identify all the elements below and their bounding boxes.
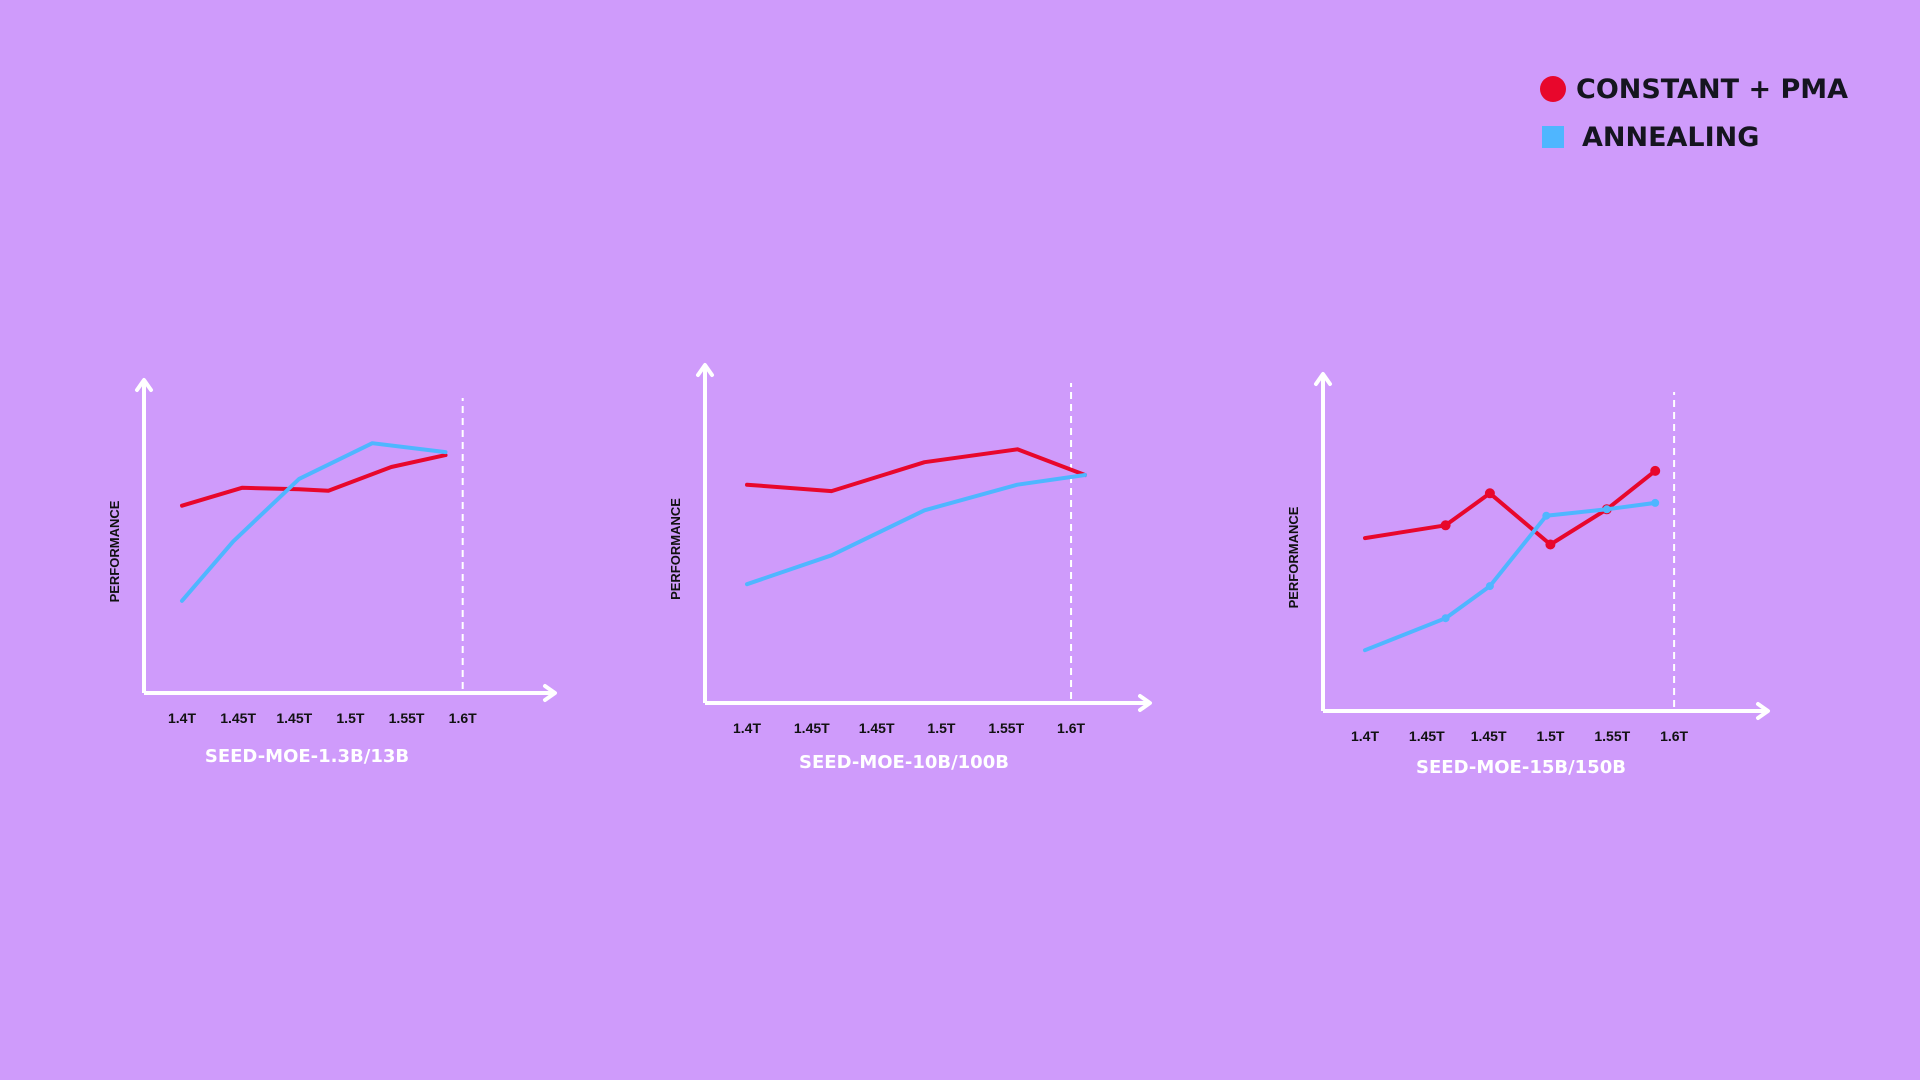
x-tick-label: 1.4T <box>168 710 196 726</box>
data-point <box>1651 498 1660 507</box>
series-line <box>1363 468 1658 547</box>
data-point <box>1484 488 1495 499</box>
chart-legend: CONSTANT + PMA ANNEALING <box>1540 70 1848 166</box>
series-constant-pma <box>745 447 1087 494</box>
x-tick-label: 1.6T <box>1057 720 1085 736</box>
series-constant-pma <box>180 453 448 508</box>
chart-panel-2: 1.4T 1.45T 1.45T 1.5T 1.55T 1.6T PERFORMANCE SE… <box>668 363 1152 773</box>
x-tick-label: 1.45T <box>859 720 895 736</box>
x-tick-label: 1.5T <box>927 720 955 736</box>
chart-panel-1: 1.4T 1.45T 1.45T 1.5T 1.55T 1.6T PERFORMANCE SE… <box>107 378 557 767</box>
x-tick-label: 1.45T <box>794 720 830 736</box>
series-annealing <box>1363 498 1660 653</box>
y-axis-arrow <box>696 363 714 377</box>
chart-title: SEED-MOE-1.3B/13B <box>205 746 409 767</box>
data-point <box>1650 465 1661 476</box>
x-tick-label: 1.55T <box>1594 728 1630 744</box>
series-line <box>1363 500 1658 653</box>
x-tick-label: 1.45T <box>276 710 312 726</box>
y-axis-arrow <box>1314 372 1332 386</box>
legend-swatch-constant-pma <box>1540 76 1566 102</box>
series-annealing <box>180 441 448 603</box>
chart-panel-3: 1.4T 1.45T 1.45T 1.5T 1.55T 1.6T PERFORMANCE SE… <box>1286 372 1770 778</box>
series-line <box>745 447 1087 494</box>
series-constant-pma <box>1363 465 1661 550</box>
legend-label-annealing: ANNEALING <box>1582 121 1760 153</box>
x-tick-label: 1.4T <box>1351 728 1379 744</box>
x-tick-label: 1.4T <box>733 720 761 736</box>
x-tick-label: 1.55T <box>389 710 425 726</box>
x-tick-label: 1.45T <box>220 710 256 726</box>
x-tick-label: 1.5T <box>336 710 364 726</box>
chart-title: SEED-MOE-10B/100B <box>799 752 1009 773</box>
data-point <box>1545 539 1556 550</box>
data-point <box>1441 614 1450 623</box>
y-axis-arrow <box>135 378 153 392</box>
series-annealing <box>745 473 1087 587</box>
series-line <box>180 441 448 603</box>
data-point <box>1602 505 1611 514</box>
chart-title: SEED-MOE-15B/150B <box>1416 757 1626 778</box>
data-point <box>1542 511 1551 520</box>
x-axis-arrow <box>1138 694 1152 712</box>
x-tick-label: 1.45T <box>1471 728 1507 744</box>
y-axis-label: PERFORMANCE <box>668 498 683 600</box>
legend-item-constant-pma: CONSTANT + PMA <box>1540 70 1848 108</box>
x-tick-label: 1.5T <box>1536 728 1564 744</box>
data-point <box>1485 582 1494 591</box>
x-axis-arrow <box>543 684 557 702</box>
legend-item-annealing: ANNEALING <box>1540 118 1848 156</box>
x-tick-label: 1.6T <box>1660 728 1688 744</box>
y-axis-label: PERFORMANCE <box>1286 506 1301 608</box>
x-tick-label: 1.6T <box>449 710 477 726</box>
series-line <box>745 473 1087 587</box>
series-line <box>180 453 448 508</box>
data-point <box>1440 520 1451 531</box>
legend-swatch-annealing <box>1542 126 1564 148</box>
x-tick-label: 1.45T <box>1409 728 1445 744</box>
legend-label-constant-pma: CONSTANT + PMA <box>1576 73 1849 105</box>
y-axis-label: PERFORMANCE <box>107 500 122 602</box>
x-tick-label: 1.55T <box>988 720 1024 736</box>
x-axis-arrow <box>1756 702 1770 720</box>
